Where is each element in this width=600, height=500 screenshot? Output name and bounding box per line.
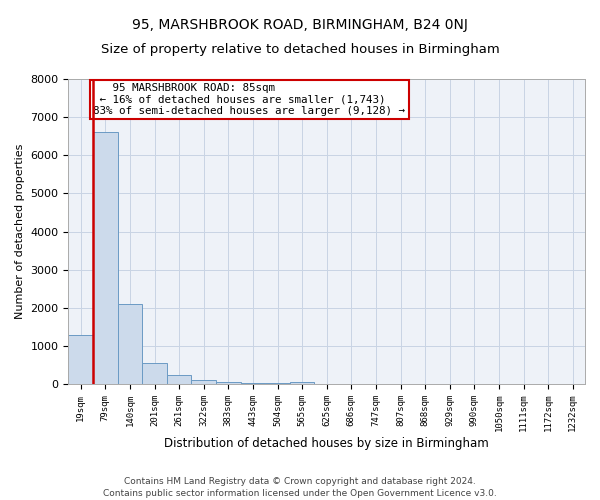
Bar (142, 363, 167, 384)
Text: Contains public sector information licensed under the Open Government Licence v3: Contains public sector information licen… (103, 489, 497, 498)
Bar (68, 334, 93, 384)
Text: Contains HM Land Registry data © Crown copyright and database right 2024.: Contains HM Land Registry data © Crown c… (124, 478, 476, 486)
Bar (216, 382, 241, 384)
X-axis label: Distribution of detached houses by size in Birmingham: Distribution of detached houses by size … (164, 437, 489, 450)
Bar (167, 374, 191, 384)
Bar (191, 380, 216, 384)
Text: 95, MARSHBROOK ROAD, BIRMINGHAM, B24 0NJ: 95, MARSHBROOK ROAD, BIRMINGHAM, B24 0NJ (132, 18, 468, 32)
Text: 95 MARSHBROOK ROAD: 85sqm
 ← 16% of detached houses are smaller (1,743)
83% of s: 95 MARSHBROOK ROAD: 85sqm ← 16% of detac… (94, 83, 406, 116)
Bar (93, 132, 118, 384)
Bar (241, 383, 265, 384)
Text: Size of property relative to detached houses in Birmingham: Size of property relative to detached ho… (101, 42, 499, 56)
Bar (290, 382, 314, 384)
Bar (118, 304, 142, 384)
Y-axis label: Number of detached properties: Number of detached properties (15, 144, 25, 319)
